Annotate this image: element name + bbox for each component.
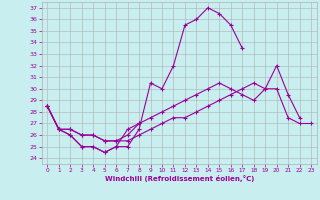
X-axis label: Windchill (Refroidissement éolien,°C): Windchill (Refroidissement éolien,°C) [105, 175, 254, 182]
